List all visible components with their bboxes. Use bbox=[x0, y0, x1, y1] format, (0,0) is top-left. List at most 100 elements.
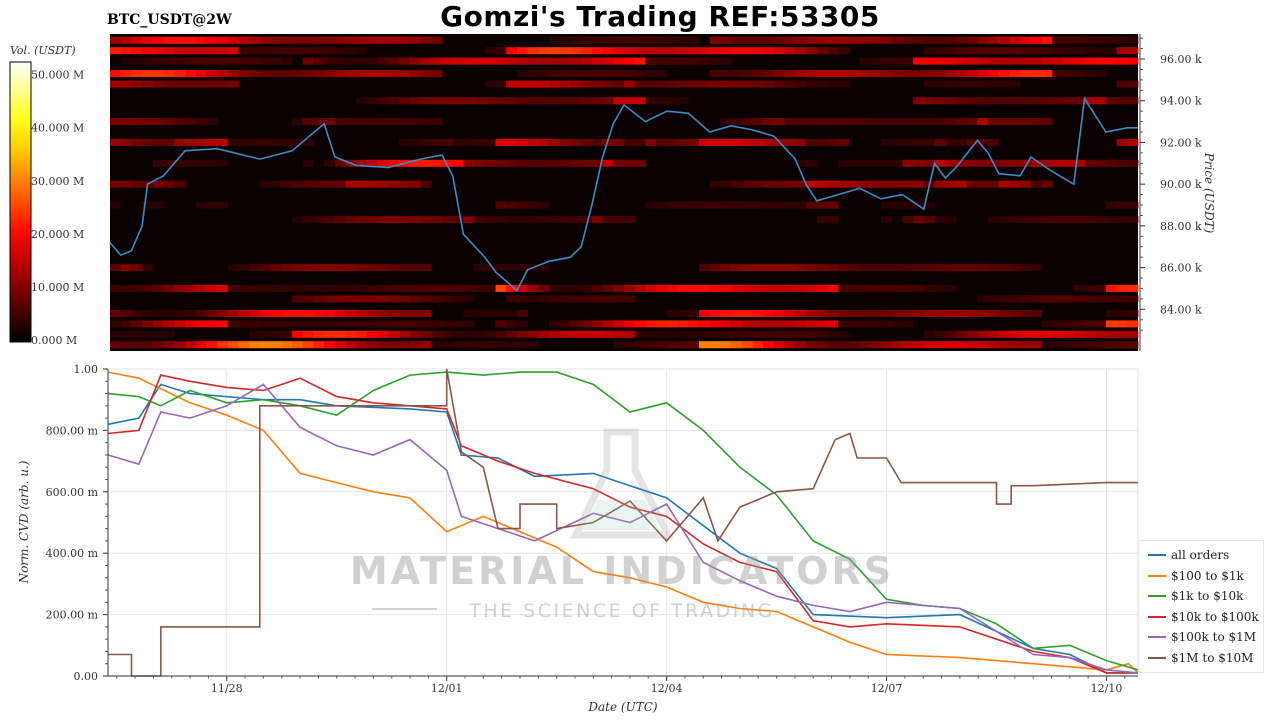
pair-label: BTC_USDT@2W bbox=[107, 12, 232, 28]
heatmap-cell bbox=[549, 80, 561, 88]
heatmap-cell bbox=[656, 80, 668, 88]
heatmap-cell bbox=[1105, 295, 1117, 303]
heatmap-cell bbox=[624, 295, 636, 303]
heatmap-cell bbox=[998, 310, 1010, 317]
heatmap-cell bbox=[185, 320, 197, 328]
heatmap-cell bbox=[859, 180, 871, 188]
heatmap-cell bbox=[313, 295, 325, 303]
heatmap-cell bbox=[324, 216, 336, 224]
heatmap-cell bbox=[1052, 57, 1064, 65]
heatmap-cell bbox=[827, 70, 839, 78]
heatmap-cell bbox=[324, 341, 336, 349]
heatmap-cell bbox=[377, 284, 389, 292]
price-tick-label: 86.00 k bbox=[1160, 262, 1202, 275]
heatmap-cell bbox=[506, 47, 518, 55]
heatmap-cell bbox=[977, 138, 989, 146]
heatmap-cell bbox=[848, 159, 860, 167]
heatmap-cell bbox=[302, 159, 314, 167]
heatmap-cell bbox=[1063, 47, 1075, 55]
heatmap-cell bbox=[881, 138, 893, 146]
heatmap-cell bbox=[848, 284, 860, 292]
heatmap-cell bbox=[431, 159, 443, 167]
heatmap-cell bbox=[613, 216, 625, 224]
heatmap-cell bbox=[431, 330, 443, 338]
heatmap-cell bbox=[431, 138, 443, 146]
heatmap-cell bbox=[1009, 264, 1021, 272]
heatmap-cell bbox=[1084, 36, 1096, 44]
heatmap-cell bbox=[699, 47, 711, 55]
heatmap-cell bbox=[324, 47, 336, 55]
heatmap-cell bbox=[516, 80, 528, 88]
heatmap-cell bbox=[763, 180, 775, 188]
heatmap-cell bbox=[110, 180, 122, 188]
heatmap-cell bbox=[174, 57, 186, 65]
heatmap-cell bbox=[934, 97, 946, 105]
heatmap-cell bbox=[624, 80, 636, 88]
heatmap-cell bbox=[1009, 36, 1021, 44]
heatmap-cell bbox=[185, 70, 197, 78]
heatmap-cell bbox=[334, 264, 346, 272]
heatmap-cell bbox=[988, 57, 1000, 65]
heatmap-cell bbox=[988, 138, 1000, 146]
heatmap-cell bbox=[195, 57, 207, 65]
heatmap-cell bbox=[913, 284, 925, 292]
heatmap-cell bbox=[302, 138, 314, 146]
heatmap-cell bbox=[281, 47, 293, 55]
heatmap-cell bbox=[142, 320, 154, 328]
heatmap-cell bbox=[923, 264, 935, 272]
heatmap-cell bbox=[452, 320, 464, 328]
heatmap-cell bbox=[1063, 320, 1075, 328]
heatmap-cell bbox=[1052, 70, 1064, 78]
heatmap-cell bbox=[784, 47, 796, 55]
heatmap-cell bbox=[538, 295, 550, 303]
heatmap-cell bbox=[859, 341, 871, 349]
heatmap-cell bbox=[281, 180, 293, 188]
heatmap-cell bbox=[977, 36, 989, 44]
heatmap-cell bbox=[1127, 216, 1139, 224]
heatmap-cell bbox=[591, 284, 603, 292]
heatmap-cell bbox=[773, 118, 785, 126]
heatmap-cell bbox=[998, 180, 1010, 188]
heatmap-cell bbox=[656, 138, 668, 146]
heatmap-cell bbox=[934, 310, 946, 317]
heatmap-cell bbox=[977, 295, 989, 303]
heatmap-cell bbox=[945, 310, 957, 317]
heatmap-cell bbox=[1041, 70, 1053, 78]
heatmap-cell bbox=[613, 320, 625, 328]
heatmap-cell bbox=[356, 118, 368, 126]
heatmap-cell bbox=[313, 216, 325, 224]
heatmap-cell bbox=[1095, 341, 1107, 349]
heatmap-cell bbox=[152, 159, 164, 167]
heatmap-cell bbox=[131, 47, 143, 55]
heatmap-cell bbox=[217, 310, 229, 317]
heatmap-cell bbox=[1009, 118, 1021, 126]
heatmap-cell bbox=[784, 264, 796, 272]
heatmap-cell bbox=[484, 57, 496, 65]
heatmap-cell bbox=[1052, 159, 1064, 167]
heatmap-cell bbox=[581, 70, 593, 78]
heatmap-cell bbox=[259, 47, 271, 55]
heatmap-cell bbox=[634, 80, 646, 88]
heatmap-cell bbox=[816, 70, 828, 78]
heatmap-cell bbox=[613, 138, 625, 146]
heatmap-cell bbox=[334, 320, 346, 328]
heatmap-cell bbox=[795, 80, 807, 88]
heatmap-cell bbox=[741, 70, 753, 78]
heatmap-cell bbox=[120, 47, 132, 55]
heatmap-cell bbox=[313, 310, 325, 317]
heatmap-cell bbox=[699, 80, 711, 88]
heatmap-cell bbox=[367, 341, 379, 349]
heatmap-cell bbox=[945, 118, 957, 126]
heatmap-cell bbox=[773, 201, 785, 209]
heatmap-cell bbox=[1063, 295, 1075, 303]
heatmap-cell bbox=[1105, 330, 1117, 338]
heatmap-cell bbox=[570, 47, 582, 55]
heatmap-cell bbox=[292, 180, 304, 188]
heatmap-cell bbox=[302, 310, 314, 317]
heatmap-cell bbox=[559, 295, 571, 303]
heatmap-cell bbox=[131, 341, 143, 349]
heatmap-cell bbox=[334, 295, 346, 303]
heatmap-cell bbox=[570, 80, 582, 88]
heatmap-cell bbox=[238, 320, 250, 328]
heatmap-cell bbox=[581, 36, 593, 44]
